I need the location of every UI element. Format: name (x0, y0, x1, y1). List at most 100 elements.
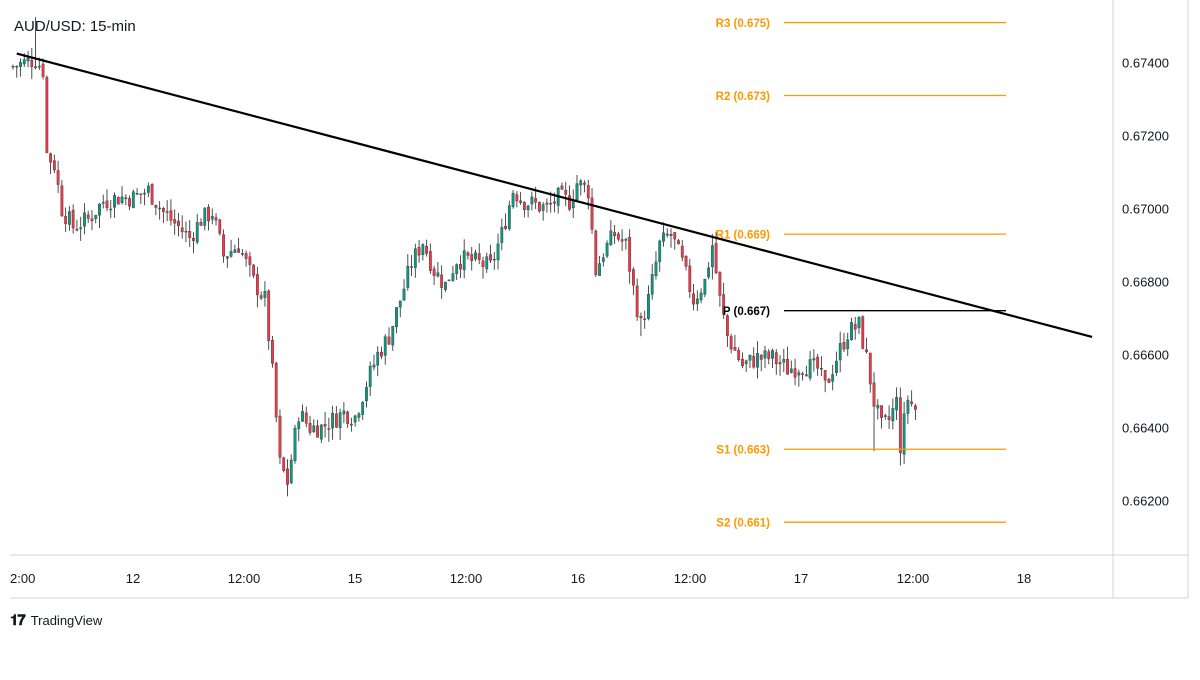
candle (688, 258, 692, 299)
candle-body (910, 401, 914, 404)
candle-body (293, 427, 297, 461)
candle-body (624, 238, 628, 241)
candle (782, 348, 786, 373)
candle (301, 404, 304, 422)
candle-body (891, 408, 895, 422)
candle-body (541, 204, 545, 211)
candle (444, 281, 447, 293)
candle (857, 316, 861, 334)
candle (692, 283, 695, 311)
candle (481, 256, 485, 279)
candle (436, 262, 440, 278)
candle-body (218, 219, 222, 234)
candle (466, 251, 470, 260)
candle-body (428, 251, 432, 271)
candle (763, 345, 767, 369)
candle (308, 415, 312, 436)
candle (583, 180, 586, 193)
candle-body (594, 230, 598, 275)
candle-body (895, 397, 899, 411)
candle-body (45, 77, 49, 154)
candle (616, 231, 620, 242)
candle (447, 279, 451, 282)
candle-body (199, 222, 203, 226)
candle-body (98, 203, 101, 216)
candle (451, 265, 455, 282)
candle-body (515, 194, 519, 202)
candle-body (52, 160, 56, 171)
candle-body (319, 424, 323, 440)
candle-body (116, 197, 120, 205)
candle (846, 332, 850, 356)
candle-body (233, 249, 237, 253)
level-label: P (0.667) (723, 306, 770, 318)
candle-body (365, 387, 368, 402)
candle (361, 401, 365, 420)
level-label: R2 (0.673) (716, 91, 771, 103)
candle (522, 201, 526, 218)
candle-body (225, 256, 229, 259)
candle-body (616, 233, 620, 240)
y-tick-label: 0.66400 (1122, 420, 1169, 435)
candle (244, 250, 248, 267)
candle (11, 64, 15, 70)
candle (703, 278, 707, 298)
candle (199, 218, 203, 226)
candle (248, 251, 252, 277)
candle (350, 417, 353, 432)
candle-body (380, 351, 383, 357)
candle (165, 200, 169, 222)
candle-body (733, 347, 737, 351)
candle (342, 402, 346, 424)
candle (812, 349, 816, 372)
candle-body (741, 358, 744, 367)
candle (154, 204, 158, 216)
candle (590, 188, 594, 234)
candle-body (67, 211, 71, 225)
candle (195, 213, 199, 245)
candle-body (444, 281, 447, 290)
candle-body (368, 365, 372, 387)
candle-body (789, 368, 793, 373)
candle (86, 210, 90, 223)
candle (620, 229, 624, 251)
candle-body (643, 318, 647, 321)
candle (759, 353, 763, 372)
y-tick-label: 0.67400 (1122, 56, 1169, 71)
candle-body (876, 405, 880, 409)
candle (718, 271, 722, 307)
tradingview-brand: 𝟏𝟕 TradingView (10, 612, 102, 629)
chart-title: AUD/USD: 15-min (14, 18, 136, 35)
candle (128, 195, 131, 211)
candle-body (410, 266, 413, 268)
level-label: S1 (0.663) (716, 445, 770, 457)
candle (380, 346, 383, 360)
candle (883, 413, 887, 420)
candle-body (274, 362, 278, 418)
candle-body (278, 415, 282, 458)
x-tick-label: 17 (794, 571, 808, 586)
candle-body (207, 206, 210, 222)
candle-body (455, 264, 459, 274)
candle-body (222, 234, 225, 257)
candle-body (177, 220, 180, 227)
candle-body (722, 294, 726, 315)
candle (511, 190, 515, 209)
candle-body (695, 298, 699, 305)
trendline[interactable] (16, 52, 1093, 338)
candle (188, 220, 192, 247)
candle (647, 285, 650, 321)
pivot-level: S1 (0.663) (716, 445, 1006, 457)
candle (635, 278, 639, 321)
candle (432, 265, 436, 285)
candle-body (677, 240, 680, 245)
level-label: R3 (0.675) (716, 18, 771, 30)
x-tick-label: 12:00 (897, 571, 930, 586)
candle-body (447, 279, 451, 282)
candle (327, 417, 331, 442)
candle (417, 239, 421, 263)
candle-body (511, 192, 515, 207)
candle-body (240, 253, 244, 255)
candle (180, 215, 184, 239)
